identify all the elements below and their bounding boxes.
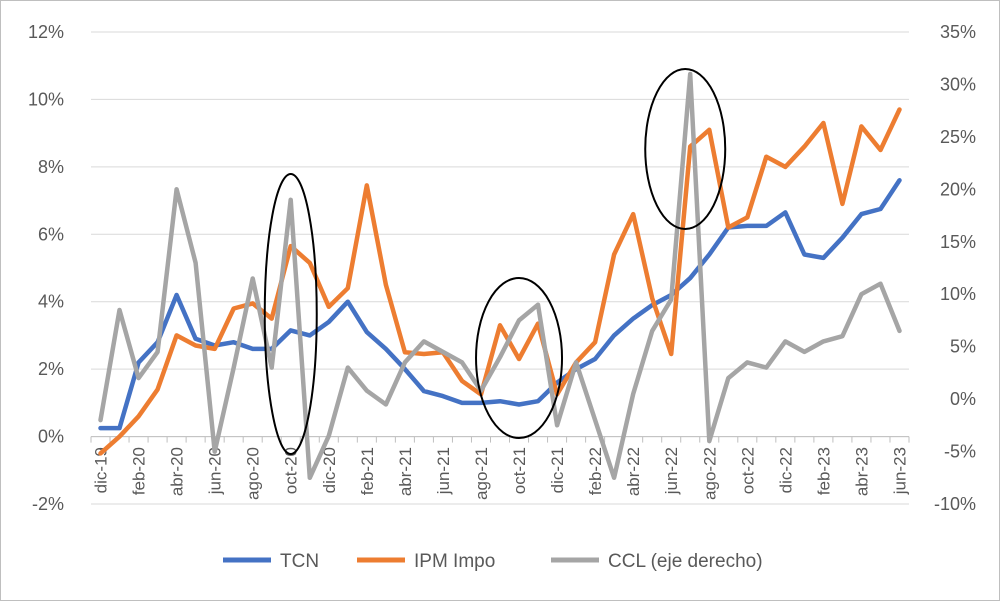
x-tick-label: abr-21 bbox=[396, 447, 415, 496]
series-line-tcn bbox=[98, 178, 902, 431]
legend-label-ccl: CCL (eje derecho) bbox=[608, 551, 763, 572]
right-tick-label: 25% bbox=[940, 127, 976, 147]
x-tick-label: jun-21 bbox=[434, 447, 453, 495]
left-axis-ticks: -2% 0% 2% 4% 6% 8% 10% 12% bbox=[28, 22, 64, 514]
annotation-ellipse bbox=[644, 68, 727, 230]
right-tick-label: 35% bbox=[940, 22, 976, 42]
x-tick-label: ago-20 bbox=[244, 447, 263, 500]
right-tick-label: 0% bbox=[950, 389, 976, 409]
x-tick-label: oct-20 bbox=[282, 447, 301, 494]
left-tick-label: -2% bbox=[32, 494, 64, 514]
x-tick-label: feb-20 bbox=[130, 447, 149, 495]
series-line-ipm-impo bbox=[98, 107, 902, 456]
x-axis: dic-19 feb-20 abr-20 jun-20 ago-20 oct-20 dic-… bbox=[90, 436, 910, 500]
right-tick-label: -10% bbox=[934, 494, 976, 514]
left-tick-label: 0% bbox=[38, 427, 64, 447]
x-tick-label: abr-20 bbox=[168, 447, 187, 496]
x-tick-label: feb-23 bbox=[814, 447, 833, 495]
x-tick-label: dic-21 bbox=[548, 447, 567, 493]
x-tick-label: ago-21 bbox=[472, 447, 491, 500]
legend-item-ipm-impo: IPM Impo bbox=[357, 551, 495, 572]
right-tick-label: -5% bbox=[944, 442, 976, 462]
legend-item-tcn: TCN bbox=[223, 551, 319, 572]
series-line-ccl-eje-derecho bbox=[98, 71, 902, 481]
right-tick-label: 15% bbox=[940, 232, 976, 252]
right-axis-ticks: -10% -5% 0% 5% 10% 15% 20% 25% 30% 35% bbox=[934, 22, 976, 514]
left-tick-label: 4% bbox=[38, 292, 64, 312]
legend-label-tcn: TCN bbox=[280, 551, 319, 572]
right-tick-label: 30% bbox=[940, 74, 976, 94]
x-tick-label: abr-22 bbox=[624, 447, 643, 496]
annotation-ellipses bbox=[263, 68, 727, 455]
x-tick-label: oct-21 bbox=[510, 447, 529, 494]
legend-item-ccl: CCL (eje derecho) bbox=[551, 551, 763, 572]
right-tick-label: 10% bbox=[940, 284, 976, 304]
x-tick-label: feb-21 bbox=[358, 447, 377, 495]
annotation-ellipse bbox=[263, 173, 318, 455]
x-tick-label: dic-22 bbox=[776, 447, 795, 493]
left-tick-label: 2% bbox=[38, 359, 64, 379]
x-tick-label: dic-20 bbox=[320, 447, 339, 493]
left-tick-label: 10% bbox=[28, 89, 64, 109]
x-tick-label: abr-23 bbox=[852, 447, 871, 496]
x-tick-label: jun-22 bbox=[662, 447, 681, 495]
right-tick-label: 20% bbox=[940, 179, 976, 199]
x-tick-label: oct-22 bbox=[738, 447, 757, 494]
annotation-ellipse bbox=[475, 277, 564, 439]
legend: TCN IPM Impo CCL (eje derecho) bbox=[223, 551, 763, 572]
left-tick-label: 12% bbox=[28, 22, 64, 42]
left-tick-label: 8% bbox=[38, 157, 64, 177]
x-tick-label: ago-22 bbox=[700, 447, 719, 500]
x-tick-label: jun-23 bbox=[890, 447, 909, 495]
x-tick-label: feb-22 bbox=[586, 447, 605, 495]
x-tick-label: dic-19 bbox=[92, 447, 111, 493]
legend-label-ipm-impo: IPM Impo bbox=[414, 551, 495, 572]
left-tick-label: 6% bbox=[38, 224, 64, 244]
x-tick-label: jun-20 bbox=[206, 447, 225, 495]
series-lines bbox=[98, 71, 902, 481]
right-tick-label: 5% bbox=[950, 337, 976, 357]
